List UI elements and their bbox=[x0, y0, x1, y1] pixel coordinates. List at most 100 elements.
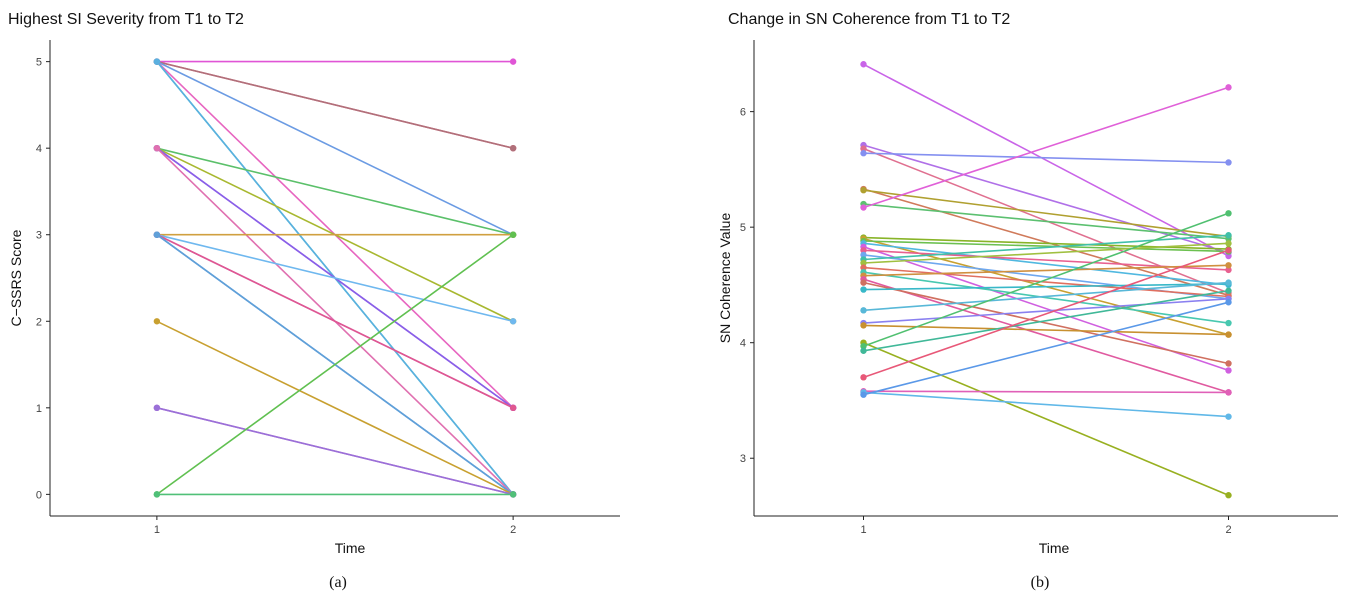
data-point bbox=[860, 286, 867, 293]
y-tick-label: 1 bbox=[36, 403, 42, 415]
data-point bbox=[860, 391, 867, 398]
data-point bbox=[153, 144, 161, 152]
data-point bbox=[1225, 232, 1232, 239]
series-line bbox=[863, 212, 1229, 347]
data-point bbox=[1225, 287, 1232, 294]
series-line bbox=[863, 203, 1229, 240]
panel-b-x-label: Time bbox=[1039, 540, 1070, 556]
panel-a-x-label: Time bbox=[335, 540, 366, 556]
data-point bbox=[1225, 210, 1232, 217]
data-point bbox=[509, 318, 517, 325]
data-point bbox=[860, 374, 867, 381]
data-point bbox=[153, 231, 161, 238]
series-line bbox=[156, 233, 514, 323]
data-point bbox=[860, 307, 867, 314]
panel-b-title: Change in SN Coherence from T1 to T2 bbox=[728, 11, 1010, 28]
y-tick-label: 3 bbox=[740, 453, 746, 465]
series-line bbox=[863, 86, 1229, 209]
data-point bbox=[860, 279, 867, 286]
data-point bbox=[509, 404, 517, 412]
data-point bbox=[1225, 367, 1232, 374]
series-line bbox=[863, 266, 1229, 298]
series-line bbox=[863, 281, 1229, 365]
data-point bbox=[1225, 262, 1232, 269]
series-line bbox=[863, 341, 1229, 496]
data-point bbox=[153, 404, 161, 412]
data-point bbox=[509, 58, 517, 65]
series-line bbox=[156, 60, 514, 236]
y-tick-label: 6 bbox=[740, 107, 746, 119]
y-tick-label: 4 bbox=[740, 338, 746, 350]
series-line bbox=[863, 390, 1229, 394]
data-point bbox=[1225, 266, 1232, 274]
y-tick-label: 4 bbox=[36, 143, 42, 155]
data-point bbox=[509, 144, 517, 152]
data-point bbox=[860, 264, 867, 271]
data-point bbox=[860, 251, 867, 259]
panel-b-series-lines bbox=[863, 63, 1229, 496]
y-tick-label: 3 bbox=[36, 230, 42, 242]
panel-b-series-points bbox=[860, 61, 1232, 499]
data-point bbox=[1225, 360, 1232, 367]
series-line bbox=[863, 283, 1229, 291]
panel-b: Change in SN Coherence from T1 to T2 3 4 5… bbox=[717, 11, 1338, 591]
series-line bbox=[863, 298, 1229, 324]
y-tick-label: 2 bbox=[36, 316, 42, 328]
series-line bbox=[863, 242, 1229, 264]
series-line bbox=[863, 271, 1229, 324]
data-point bbox=[860, 247, 867, 254]
data-point bbox=[153, 318, 161, 325]
series-line bbox=[156, 320, 514, 496]
series-line bbox=[156, 407, 514, 496]
panel-b-y-label: SN Coherence Value bbox=[717, 213, 733, 344]
series-line bbox=[156, 233, 514, 409]
data-point bbox=[1225, 84, 1232, 91]
y-tick-label: 5 bbox=[740, 222, 746, 234]
series-line bbox=[863, 264, 1229, 277]
panel-a-caption: (a) bbox=[329, 574, 347, 591]
data-point bbox=[860, 342, 867, 350]
data-point bbox=[153, 491, 161, 498]
x-tick-label: 2 bbox=[510, 524, 516, 536]
y-tick-label: 5 bbox=[36, 57, 42, 69]
series-line bbox=[863, 391, 1229, 418]
series-line bbox=[863, 289, 1229, 352]
data-point bbox=[860, 259, 867, 267]
series-line bbox=[863, 240, 1229, 253]
x-tick-label: 1 bbox=[154, 524, 160, 536]
series-line bbox=[156, 147, 514, 236]
y-tick-label: 0 bbox=[36, 489, 42, 501]
data-point bbox=[1225, 492, 1232, 499]
data-point bbox=[1225, 159, 1232, 166]
data-point bbox=[860, 186, 867, 194]
panel-a-title: Highest SI Severity from T1 to T2 bbox=[8, 11, 244, 28]
panel-a-y-ticks: 0 1 2 3 4 5 bbox=[36, 57, 50, 501]
data-point bbox=[860, 145, 867, 152]
data-point bbox=[1225, 240, 1232, 247]
data-point bbox=[1225, 319, 1232, 327]
x-tick-label: 1 bbox=[860, 524, 866, 536]
data-point bbox=[509, 491, 517, 498]
series-line bbox=[863, 234, 1229, 261]
data-point bbox=[860, 322, 867, 329]
data-point bbox=[860, 347, 867, 354]
panel-b-caption: (b) bbox=[1031, 574, 1050, 591]
data-point bbox=[1225, 299, 1232, 306]
series-line bbox=[863, 63, 1229, 257]
data-point bbox=[1225, 279, 1232, 286]
panel-a-y-label: C−SSRS Score bbox=[8, 229, 24, 326]
series-line bbox=[863, 242, 1229, 286]
x-tick-label: 2 bbox=[1225, 524, 1231, 536]
panel-a: Highest SI Severity from T1 to T2 012345… bbox=[8, 11, 620, 591]
data-point bbox=[1225, 247, 1232, 254]
series-line bbox=[156, 234, 514, 496]
data-point bbox=[860, 150, 867, 157]
series-line bbox=[863, 189, 1229, 238]
series-line bbox=[863, 152, 1229, 164]
series-line bbox=[863, 324, 1229, 336]
series-line bbox=[863, 278, 1229, 394]
panel-a-series-points bbox=[153, 58, 517, 498]
